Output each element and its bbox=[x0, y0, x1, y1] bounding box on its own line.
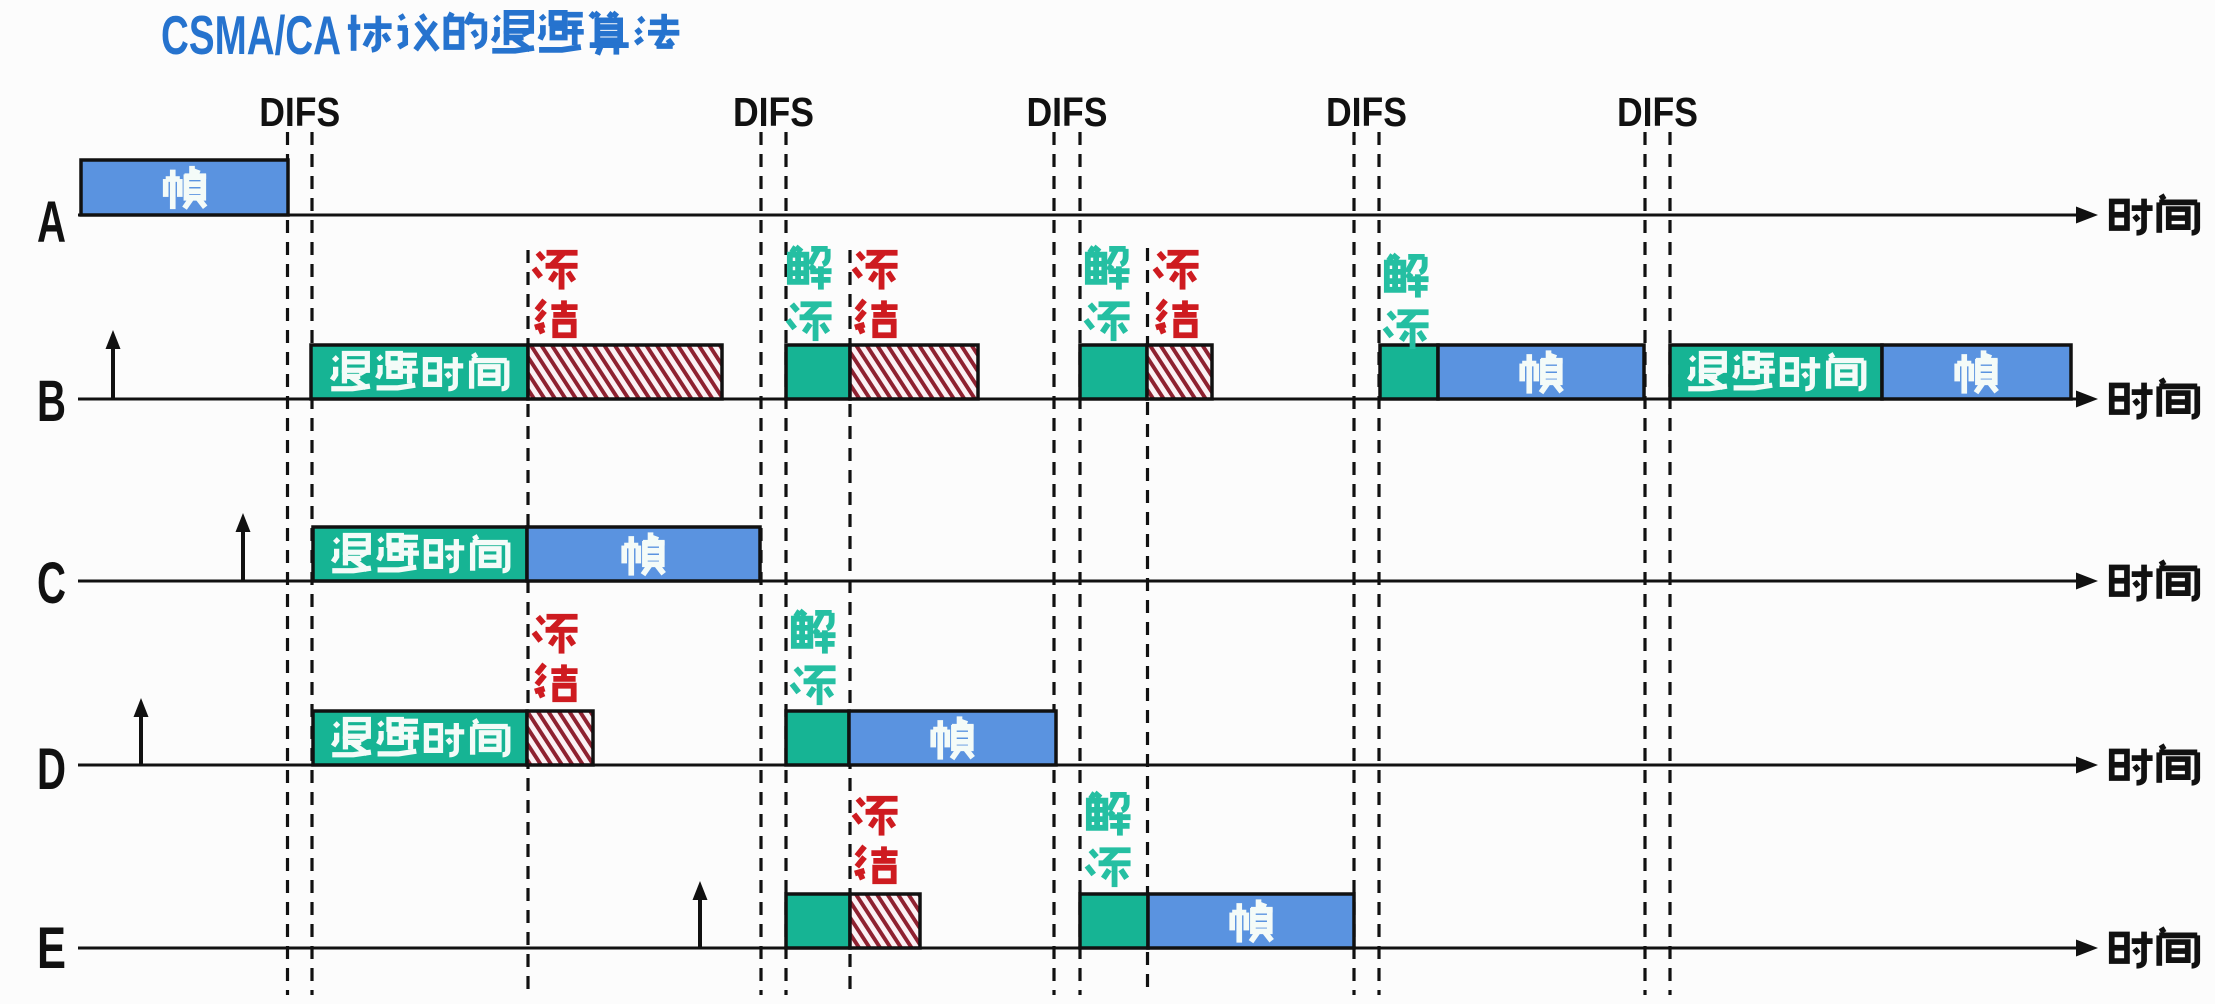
svg-text:DIFS: DIFS bbox=[1027, 89, 1108, 135]
svg-text:D: D bbox=[37, 737, 66, 802]
svg-text:E: E bbox=[37, 916, 66, 981]
svg-text:DIFS: DIFS bbox=[1617, 89, 1698, 135]
svg-text:C: C bbox=[37, 551, 66, 616]
svg-text:DIFS: DIFS bbox=[1326, 89, 1407, 135]
svg-text:DIFS: DIFS bbox=[259, 89, 340, 135]
svg-text:DIFS: DIFS bbox=[733, 89, 814, 135]
svg-text:CSMA/CA: CSMA/CA bbox=[161, 4, 341, 66]
svg-text:A: A bbox=[37, 190, 66, 255]
svg-text:B: B bbox=[37, 369, 66, 434]
